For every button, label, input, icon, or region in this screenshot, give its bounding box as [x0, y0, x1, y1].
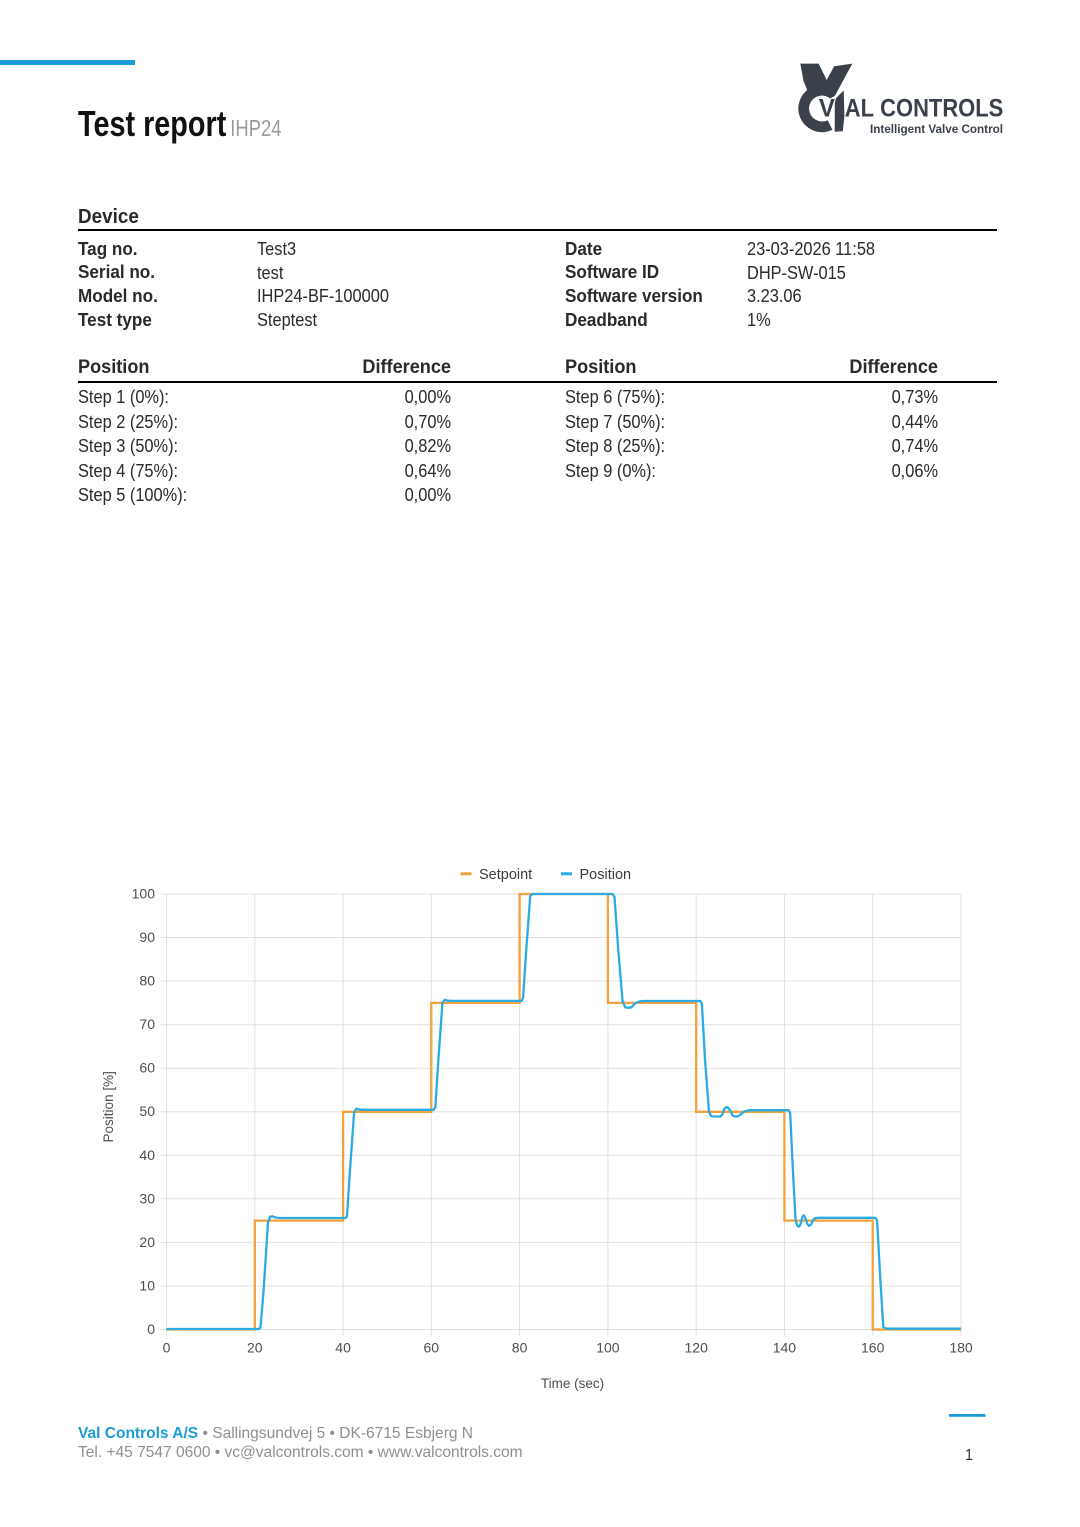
- svg-text:20: 20: [139, 1234, 155, 1250]
- svg-text:Position [%]: Position [%]: [101, 1071, 116, 1142]
- svg-text:120: 120: [685, 1340, 709, 1356]
- svg-text:60: 60: [424, 1340, 440, 1356]
- svg-text:40: 40: [335, 1340, 351, 1356]
- svg-text:100: 100: [132, 886, 156, 902]
- svg-text:80: 80: [512, 1340, 528, 1356]
- svg-text:80: 80: [139, 973, 155, 989]
- svg-text:Setpoint: Setpoint: [479, 867, 532, 883]
- svg-text:0: 0: [147, 1321, 155, 1337]
- svg-text:100: 100: [596, 1340, 620, 1356]
- svg-text:10: 10: [139, 1278, 155, 1294]
- svg-text:Position: Position: [580, 867, 632, 883]
- svg-text:30: 30: [139, 1190, 155, 1206]
- svg-text:60: 60: [139, 1060, 155, 1076]
- svg-text:40: 40: [139, 1147, 155, 1163]
- svg-text:V: V: [819, 95, 835, 123]
- svg-text:90: 90: [139, 929, 155, 945]
- svg-text:20: 20: [247, 1340, 263, 1356]
- svg-text:AL CONTROLS: AL CONTROLS: [845, 95, 1004, 123]
- svg-text:Intelligent Valve Control: Intelligent Valve Control: [870, 124, 1003, 136]
- svg-text:160: 160: [861, 1340, 885, 1356]
- svg-text:50: 50: [139, 1103, 155, 1119]
- svg-text:140: 140: [773, 1340, 797, 1356]
- svg-text:180: 180: [949, 1340, 973, 1356]
- svg-text:0: 0: [163, 1340, 171, 1356]
- svg-text:Time (sec): Time (sec): [541, 1376, 604, 1391]
- svg-text:70: 70: [139, 1016, 155, 1032]
